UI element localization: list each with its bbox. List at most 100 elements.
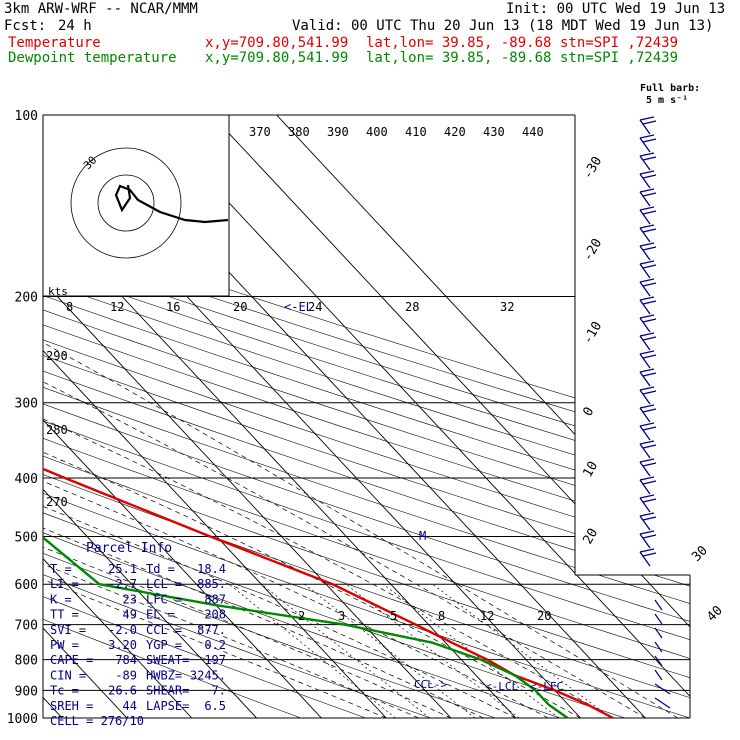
dry-adiabat-line bbox=[43, 115, 690, 718]
mixing-ratio-upper-label: 12 bbox=[110, 300, 124, 314]
hodograph-box bbox=[42, 114, 230, 297]
parcel-row-value: 25.1 bbox=[108, 562, 137, 576]
mixing-ratio-lower-label: 3 bbox=[338, 609, 345, 623]
wind-barb-flag bbox=[642, 390, 657, 395]
wind-barb-flag bbox=[642, 264, 657, 269]
mixing-ratio-upper-label: 8 bbox=[66, 300, 73, 314]
mixing-ratio-line bbox=[304, 583, 476, 718]
theta-label: 400 bbox=[366, 125, 388, 139]
pressure-label: 1000 bbox=[7, 712, 38, 727]
parcel-row-value: 784 bbox=[115, 653, 137, 667]
wind-barb-flag bbox=[642, 156, 657, 161]
parcel-row-label: YGP = bbox=[146, 638, 182, 652]
parcel-row-value: 44 bbox=[123, 699, 137, 713]
barb-legend-line1: Full barb: bbox=[640, 83, 700, 94]
parcel-row-label: Td = bbox=[146, 562, 175, 576]
barb-legend-line2: 5 m s⁻¹ bbox=[646, 95, 688, 106]
wind-barb-staff bbox=[654, 627, 663, 639]
parcel-row-value: 49 bbox=[123, 608, 137, 622]
wind-barb-flag bbox=[642, 120, 657, 125]
wind-barb-flag bbox=[639, 314, 655, 319]
wind-barb-staff bbox=[639, 515, 651, 531]
theta-label: 380 bbox=[288, 125, 310, 139]
isotherm-line bbox=[43, 115, 452, 718]
theta-label-left: 280 bbox=[46, 423, 68, 437]
moist-adiabat-line bbox=[43, 296, 678, 718]
dry-adiabat-line bbox=[43, 115, 561, 718]
parcel-row-label: T = bbox=[50, 562, 72, 576]
hodograph-kts-label: kts bbox=[48, 285, 68, 298]
valid-time: Valid: 00 UTC Thu 20 Jun 13 (18 MDT Wed … bbox=[292, 18, 714, 34]
wind-barb-staff bbox=[639, 479, 651, 495]
parcel-row-label: LFC = bbox=[146, 592, 182, 606]
temperature-xy: x,y=709.80,541.99 bbox=[205, 35, 349, 51]
wind-barb-staff bbox=[639, 551, 651, 567]
isotherm-line bbox=[43, 115, 257, 718]
pressure-label: 500 bbox=[15, 530, 38, 545]
wind-barb-staff bbox=[654, 697, 671, 709]
wind-barb-staff bbox=[654, 655, 663, 667]
isotherm-line bbox=[43, 115, 322, 718]
hodograph-ring bbox=[70, 147, 182, 259]
parcel-row-label: LAPSE= bbox=[146, 699, 189, 713]
wind-barb-flag bbox=[642, 372, 657, 377]
dry-adiabat-line bbox=[43, 115, 626, 718]
mixing-ratio-upper-label: 28 bbox=[405, 300, 419, 314]
forecast-label: Fcst: bbox=[4, 18, 47, 34]
dewpoint-legend-label: Dewpoint temperature bbox=[8, 50, 177, 66]
wind-barb-flag bbox=[639, 242, 655, 247]
parcel-row-value: 3245. bbox=[190, 668, 226, 682]
parcel-row-label: SWEAT= bbox=[146, 653, 189, 667]
wind-barb-flag bbox=[639, 422, 655, 427]
wind-barb-flag bbox=[642, 354, 657, 359]
theta-label-left: 290 bbox=[46, 349, 68, 363]
dry-adiabat-line bbox=[43, 115, 690, 718]
dewpoint-station: stn=SPI ,72439 bbox=[560, 50, 679, 66]
mixing-ratio-upper-label: 16 bbox=[166, 300, 180, 314]
parcel-row-value: 18.4 bbox=[197, 562, 226, 576]
theta-label: 440 bbox=[522, 125, 544, 139]
wind-barb-flag bbox=[642, 300, 657, 305]
wind-barb-staff bbox=[639, 155, 651, 171]
mixing-ratio-lower-label: 20 bbox=[537, 609, 551, 623]
dry-adiabat-line bbox=[43, 115, 690, 718]
wind-barb-flag bbox=[639, 206, 655, 211]
wind-barb-flag bbox=[642, 444, 657, 449]
wind-barb-flag bbox=[642, 426, 657, 431]
wind-barb-flag bbox=[642, 516, 657, 521]
dry-adiabat-line bbox=[43, 115, 690, 718]
wind-barb-flag bbox=[642, 534, 657, 539]
wind-barb-staff bbox=[639, 389, 651, 405]
dry-adiabat-line bbox=[43, 115, 302, 718]
parcel-row-value: 887 bbox=[204, 592, 226, 606]
dry-adiabat-line bbox=[43, 115, 690, 718]
pressure-label: 200 bbox=[15, 291, 38, 306]
parcel-row-value: 197 bbox=[204, 653, 226, 667]
wind-barb-flag bbox=[642, 192, 657, 197]
dry-adiabat-line bbox=[43, 115, 690, 718]
wind-barb-staff bbox=[639, 497, 651, 513]
wind-barb-flag bbox=[639, 512, 655, 517]
isotherm-right-label: 40 bbox=[704, 603, 726, 625]
parcel-row-label: CIN = bbox=[50, 668, 86, 682]
wind-barb-flag bbox=[639, 350, 655, 355]
lcl-annotation: <-LCL bbox=[485, 680, 518, 693]
parcel-row-label: TT = bbox=[50, 608, 79, 622]
wind-barb-flag bbox=[642, 336, 657, 341]
forecast-value: 24 h bbox=[58, 18, 92, 34]
wind-barb-flag bbox=[642, 246, 657, 251]
pressure-label: 700 bbox=[15, 619, 38, 634]
wind-barb-flag bbox=[639, 476, 655, 481]
wind-barb-staff bbox=[639, 209, 651, 225]
wind-barb-staff bbox=[639, 299, 651, 315]
dry-adiabat-line bbox=[43, 115, 690, 718]
isotherm-right-label: 0 bbox=[580, 405, 597, 419]
wind-barb-staff bbox=[639, 353, 651, 369]
wind-barb-flag bbox=[642, 318, 657, 323]
wind-barb-flag bbox=[639, 494, 655, 499]
wind-barb-flag bbox=[639, 188, 655, 193]
theta-label: 370 bbox=[249, 125, 271, 139]
wind-barb-flag bbox=[639, 134, 655, 139]
dry-adiabat-line bbox=[43, 115, 690, 718]
wind-barb-flag bbox=[639, 440, 655, 445]
